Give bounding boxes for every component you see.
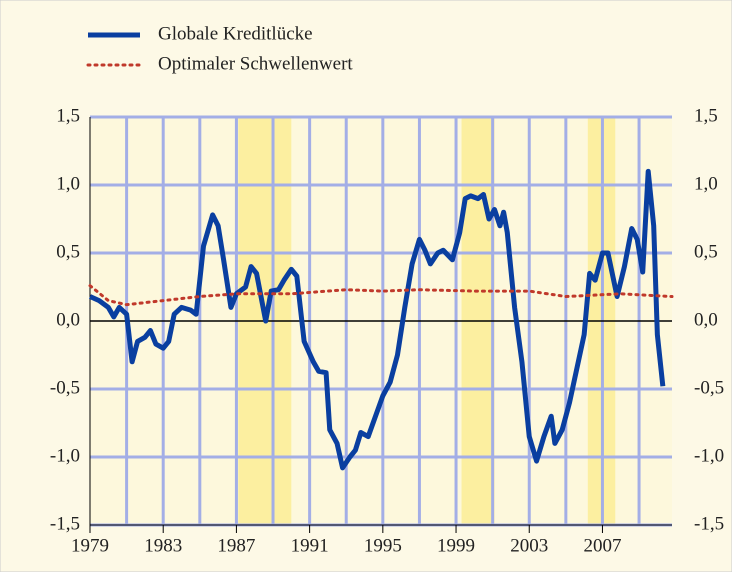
x-tick-label: 1991 xyxy=(291,535,329,556)
x-tick-label: 1987 xyxy=(217,535,255,556)
y2-tick-label: 0,0 xyxy=(694,309,718,330)
y-tick-label: -1,5 xyxy=(50,513,80,534)
x-tick-label: 2007 xyxy=(583,535,621,556)
legend-label: Optimaler Schwellenwert xyxy=(158,53,353,74)
y2-tick-label: 0,5 xyxy=(694,241,718,262)
y-tick-label: 1,0 xyxy=(56,173,80,194)
series-line xyxy=(88,168,666,471)
y2-tick-label: 1,5 xyxy=(694,105,718,126)
y2-tick-label: -0,5 xyxy=(694,377,724,398)
x-tick-label: 1995 xyxy=(364,535,402,556)
x-tick-label: 1983 xyxy=(144,535,182,556)
x-tick-label: 1979 xyxy=(71,535,109,556)
x-tick-label: 1999 xyxy=(437,535,475,556)
y-tick-label: -0,5 xyxy=(50,377,80,398)
series-line xyxy=(88,284,674,307)
y-tick-label: -1,0 xyxy=(50,445,80,466)
legend-label: Globale Kreditlücke xyxy=(158,23,313,44)
y-tick-label: 0,0 xyxy=(56,309,80,330)
y-tick-label: 1,5 xyxy=(56,105,80,126)
y2-tick-label: -1,0 xyxy=(694,445,724,466)
y2-tick-label: 1,0 xyxy=(694,173,718,194)
y2-tick-label: -1,5 xyxy=(694,513,724,534)
x-tick-label: 2003 xyxy=(510,535,548,556)
y-tick-label: 0,5 xyxy=(56,241,80,262)
